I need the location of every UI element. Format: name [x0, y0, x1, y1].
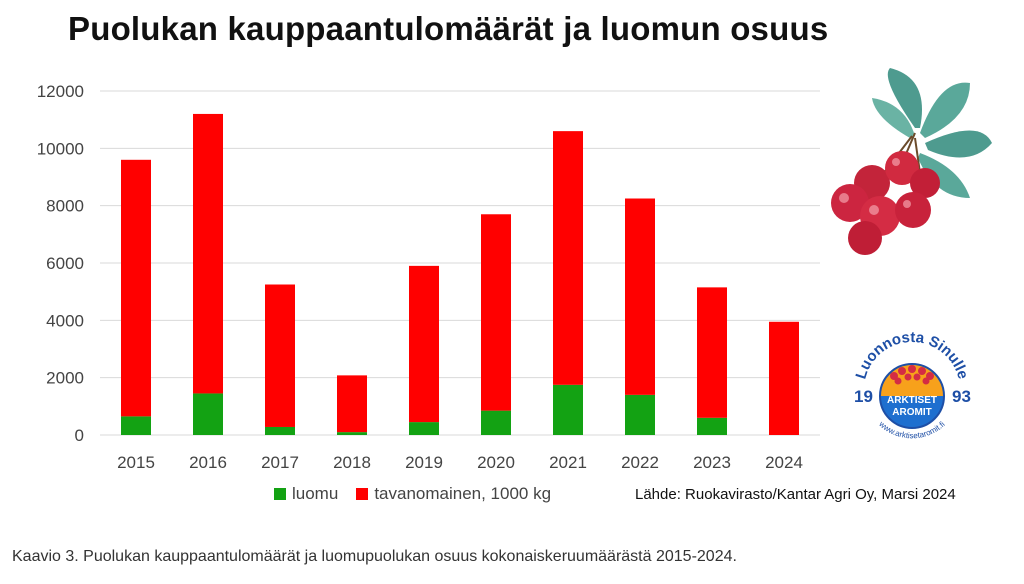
- bar-tavanomainen-2021: [553, 131, 583, 385]
- bar-luomu-2023: [697, 417, 727, 435]
- figure-caption: Kaavio 3. Puolukan kauppaantulomäärät ja…: [12, 548, 737, 565]
- y-tick-label: 10000: [37, 139, 84, 158]
- bar-luomu-2019: [409, 422, 439, 435]
- bar-tavanomainen-2020: [481, 214, 511, 411]
- bar-luomu-2017: [265, 426, 295, 435]
- bar-luomu-2015: [121, 416, 151, 435]
- bar-luomu-2021: [553, 384, 583, 435]
- x-tick-label: 2024: [765, 453, 803, 472]
- legend-label-tavanomainen: tavanomainen, 1000 kg: [374, 484, 552, 503]
- y-tick-label: 4000: [46, 311, 84, 330]
- x-tick-label: 2015: [117, 453, 155, 472]
- bar-tavanomainen-2015: [121, 159, 151, 417]
- x-tick-label: 2018: [333, 453, 371, 472]
- x-tick-label: 2019: [405, 453, 443, 472]
- legend-swatch-tavanomainen: [356, 488, 369, 500]
- logo-year-left: 19: [854, 387, 873, 406]
- bar-tavanomainen-2022: [625, 198, 655, 395]
- bar-luomu-2020: [481, 410, 511, 435]
- x-tick-label: 2023: [693, 453, 731, 472]
- x-tick-label: 2017: [261, 453, 299, 472]
- legend: luomu tavanomainen, 1000 kg: [274, 484, 569, 504]
- bar-tavanomainen-2023: [697, 287, 727, 418]
- lingonberry-illustration: [831, 68, 992, 255]
- logo-line1: ARKTISET: [887, 395, 937, 406]
- legend-label-luomu: luomu: [292, 484, 339, 503]
- legend-item-tavanomainen: tavanomainen, 1000 kg: [356, 484, 551, 504]
- y-tick-label: 12000: [37, 82, 84, 101]
- bar-tavanomainen-2018: [337, 375, 367, 433]
- x-tick-label: 2020: [477, 453, 515, 472]
- arktiset-aromit-logo: Luonnosta Sinulle 19 93 ARKTISET AROMIT …: [852, 329, 971, 440]
- bar-tavanomainen-2024: [769, 321, 799, 435]
- logo-year-right: 93: [952, 387, 971, 406]
- bar-luomu-2018: [337, 432, 367, 435]
- source-note: Lähde: Ruokavirasto/Kantar Agri Oy, Mars…: [635, 486, 956, 503]
- bar-tavanomainen-2019: [409, 265, 439, 423]
- x-tick-label: 2022: [621, 453, 659, 472]
- y-axis-ticks: 0 2000 4000 6000 8000 10000 12000: [37, 82, 84, 445]
- y-tick-label: 8000: [46, 197, 84, 216]
- bar-luomu-2022: [625, 394, 655, 435]
- legend-item-luomu: luomu: [274, 484, 338, 504]
- bar-luomu-2016: [193, 393, 223, 435]
- logo-line2: AROMIT: [892, 407, 931, 418]
- chart-title: Puolukan kauppaantulomäärät ja luomun os…: [68, 10, 829, 47]
- y-tick-label: 6000: [46, 254, 84, 273]
- bars: [121, 113, 799, 435]
- y-tick-label: 2000: [46, 369, 84, 388]
- x-tick-label: 2021: [549, 453, 587, 472]
- x-axis-ticks: 2015 2016 2017 2018 2019 2020 2021 2022 2023 2024: [117, 453, 803, 472]
- bar-tavanomainen-2017: [265, 284, 295, 427]
- legend-swatch-luomu: [274, 488, 286, 500]
- x-tick-label: 2016: [189, 453, 227, 472]
- bar-chart: 0 2000 4000 6000 8000 10000 12000 2015 2016 2017…: [37, 82, 820, 472]
- bar-tavanomainen-2016: [193, 113, 223, 394]
- y-tick-label: 0: [75, 426, 84, 445]
